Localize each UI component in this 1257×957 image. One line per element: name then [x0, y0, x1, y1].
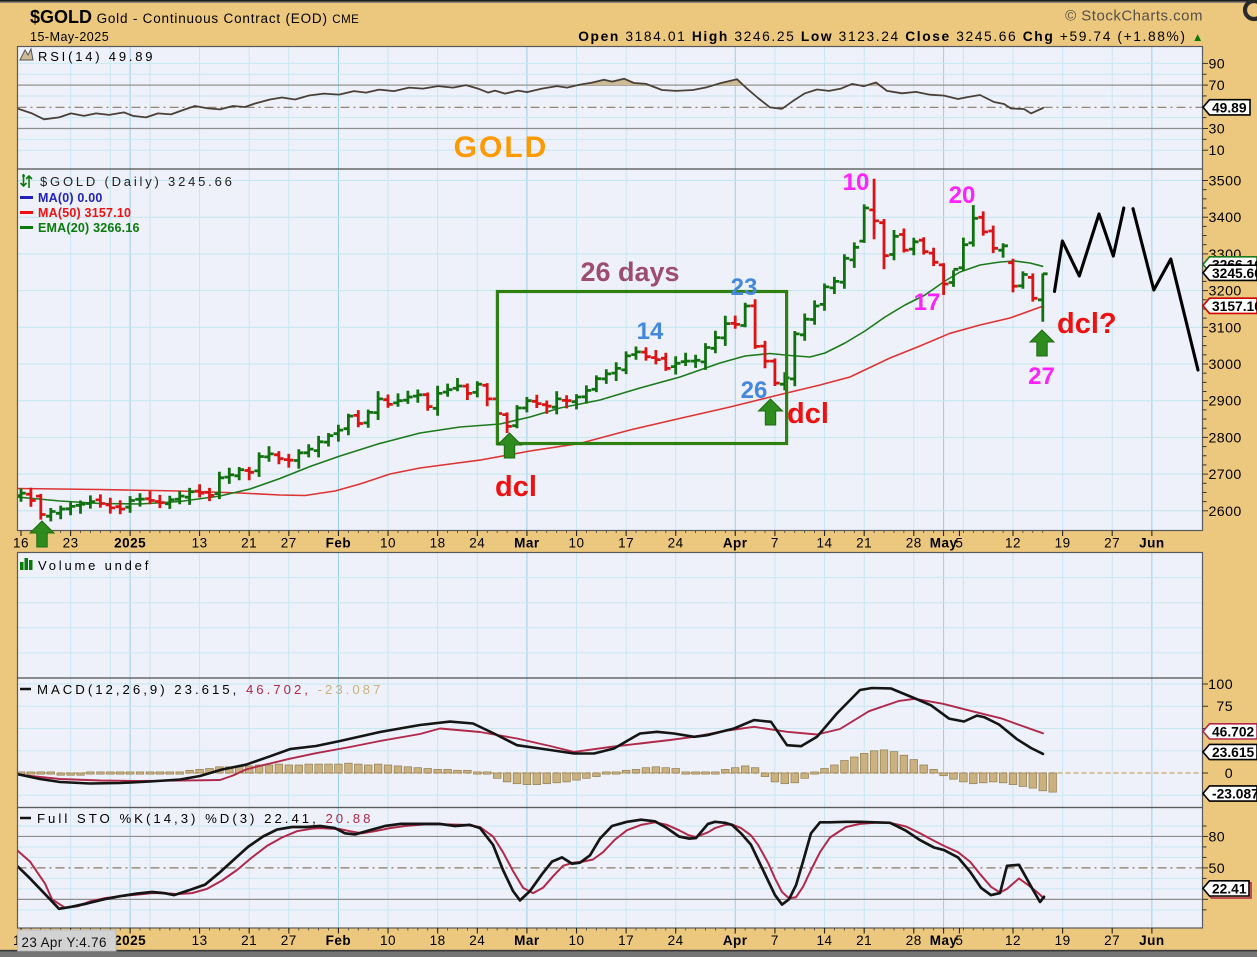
- svg-text:20: 20: [949, 182, 976, 209]
- svg-text:dcl: dcl: [787, 398, 829, 430]
- svg-text:21: 21: [856, 536, 872, 551]
- svg-text:14: 14: [816, 933, 832, 948]
- svg-text:2700: 2700: [1209, 467, 1242, 483]
- svg-text:3157.10: 3157.10: [1212, 299, 1257, 314]
- svg-text:MA(0) 0.00: MA(0) 0.00: [38, 191, 103, 205]
- svg-text:Open 3184.01 High 3246.25 Lo: Open 3184.01 High 3246.25 Low 3123.24 Cl…: [578, 29, 1205, 44]
- svg-text:19: 19: [1055, 933, 1071, 948]
- svg-text:75: 75: [1216, 699, 1233, 715]
- svg-text:23: 23: [63, 536, 79, 551]
- svg-text:15-May-2025: 15-May-2025: [30, 30, 109, 44]
- svg-text:17: 17: [914, 289, 941, 316]
- svg-text:70: 70: [1209, 78, 1226, 94]
- svg-text:© StockCharts.com: © StockCharts.com: [1065, 8, 1203, 25]
- svg-text:17: 17: [618, 933, 634, 948]
- svg-text:-23.087: -23.087: [1212, 787, 1257, 802]
- svg-text:19: 19: [1055, 536, 1071, 551]
- svg-text:dcl?: dcl?: [1057, 308, 1117, 340]
- svg-text:MA(50) 3157.10: MA(50) 3157.10: [38, 206, 131, 220]
- svg-text:Mar: Mar: [514, 933, 540, 948]
- svg-text:GOLD: GOLD: [454, 131, 549, 164]
- svg-text:Feb: Feb: [326, 933, 352, 948]
- svg-text:3200: 3200: [1209, 284, 1242, 300]
- svg-text:27: 27: [281, 536, 297, 551]
- svg-text:5: 5: [955, 933, 963, 948]
- svg-text:46.702: 46.702: [1212, 724, 1255, 739]
- svg-text:May: May: [930, 536, 958, 551]
- svg-text:5: 5: [955, 536, 963, 551]
- svg-text:49.89: 49.89: [1212, 100, 1247, 115]
- svg-text:23: 23: [731, 274, 758, 301]
- svg-text:16: 16: [13, 536, 29, 551]
- svg-text:24: 24: [469, 536, 485, 551]
- svg-text:Full STO %K(14,3) %D(3) 22.41,: Full STO %K(14,3) %D(3) 22.41, 20.88: [37, 811, 373, 826]
- svg-text:28: 28: [906, 933, 922, 948]
- svg-text:10: 10: [843, 169, 870, 196]
- svg-text:14: 14: [637, 318, 664, 345]
- svg-text:2900: 2900: [1209, 394, 1242, 410]
- svg-text:24: 24: [469, 933, 485, 948]
- svg-text:2600: 2600: [1209, 504, 1242, 520]
- svg-text:3245.66: 3245.66: [1212, 266, 1257, 281]
- svg-text:23.615: 23.615: [1212, 745, 1255, 760]
- svg-text:18: 18: [430, 933, 446, 948]
- svg-text:Mar: Mar: [514, 536, 540, 551]
- svg-text:22.41: 22.41: [1212, 881, 1247, 896]
- svg-text:14: 14: [816, 536, 832, 551]
- svg-text:Feb: Feb: [326, 536, 352, 551]
- svg-text:28: 28: [906, 536, 922, 551]
- svg-text:23 Apr Y:4.76: 23 Apr Y:4.76: [22, 935, 107, 950]
- svg-text:12: 12: [1005, 536, 1021, 551]
- svg-text:0: 0: [1225, 766, 1233, 782]
- svg-text:80: 80: [1209, 830, 1226, 846]
- svg-text:Volume undef: Volume undef: [38, 558, 151, 573]
- svg-text:dcl: dcl: [495, 471, 537, 503]
- svg-text:3400: 3400: [1209, 210, 1242, 226]
- svg-text:27: 27: [281, 933, 297, 948]
- svg-text:10: 10: [1209, 143, 1226, 159]
- svg-text:18: 18: [430, 536, 446, 551]
- svg-text:10: 10: [380, 536, 396, 551]
- svg-text:13: 13: [192, 536, 208, 551]
- svg-text:27: 27: [1104, 933, 1120, 948]
- svg-text:Apr: Apr: [723, 933, 748, 948]
- svg-text:EMA(20) 3266.16: EMA(20) 3266.16: [38, 221, 140, 235]
- svg-text:7: 7: [771, 933, 779, 948]
- svg-text:13: 13: [192, 933, 208, 948]
- svg-text:2800: 2800: [1209, 430, 1242, 446]
- svg-text:10: 10: [568, 536, 584, 551]
- svg-text:2025: 2025: [114, 536, 146, 551]
- svg-text:3500: 3500: [1209, 174, 1242, 190]
- svg-text:Jun: Jun: [1139, 933, 1165, 948]
- svg-text:24: 24: [668, 536, 684, 551]
- svg-text:2025: 2025: [114, 933, 146, 948]
- svg-text:21: 21: [241, 536, 257, 551]
- svg-text:MACD(12,26,9) 23.615, 46.702,: MACD(12,26,9) 23.615, 46.702, -23.087: [37, 682, 383, 697]
- svg-text:90: 90: [1209, 56, 1226, 72]
- svg-text:21: 21: [241, 933, 257, 948]
- svg-text:21: 21: [856, 933, 872, 948]
- svg-text:30: 30: [1209, 122, 1226, 138]
- svg-text:27: 27: [1028, 363, 1055, 390]
- svg-text:7: 7: [771, 536, 779, 551]
- svg-text:$GOLD (Daily) 3245.66: $GOLD (Daily) 3245.66: [40, 174, 235, 189]
- svg-text:RSI(14) 49.89: RSI(14) 49.89: [38, 49, 155, 64]
- svg-text:Apr: Apr: [723, 536, 748, 551]
- svg-text:17: 17: [618, 536, 634, 551]
- svg-text:Jun: Jun: [1139, 536, 1165, 551]
- svg-text:26: 26: [741, 377, 768, 404]
- svg-text:3100: 3100: [1209, 320, 1242, 336]
- svg-text:3000: 3000: [1209, 357, 1242, 373]
- svg-text:May: May: [930, 933, 958, 948]
- svg-text:10: 10: [568, 933, 584, 948]
- svg-text:10: 10: [380, 933, 396, 948]
- svg-text:24: 24: [668, 933, 684, 948]
- svg-text:100: 100: [1208, 677, 1233, 693]
- svg-text:26 days: 26 days: [580, 257, 679, 287]
- svg-text:50: 50: [1209, 861, 1226, 877]
- svg-text:27: 27: [1104, 536, 1120, 551]
- svg-text:12: 12: [1005, 933, 1021, 948]
- svg-text:$GOLD Gold - Continuous Contra: $GOLD Gold - Continuous Contract (EOD) C…: [30, 7, 359, 27]
